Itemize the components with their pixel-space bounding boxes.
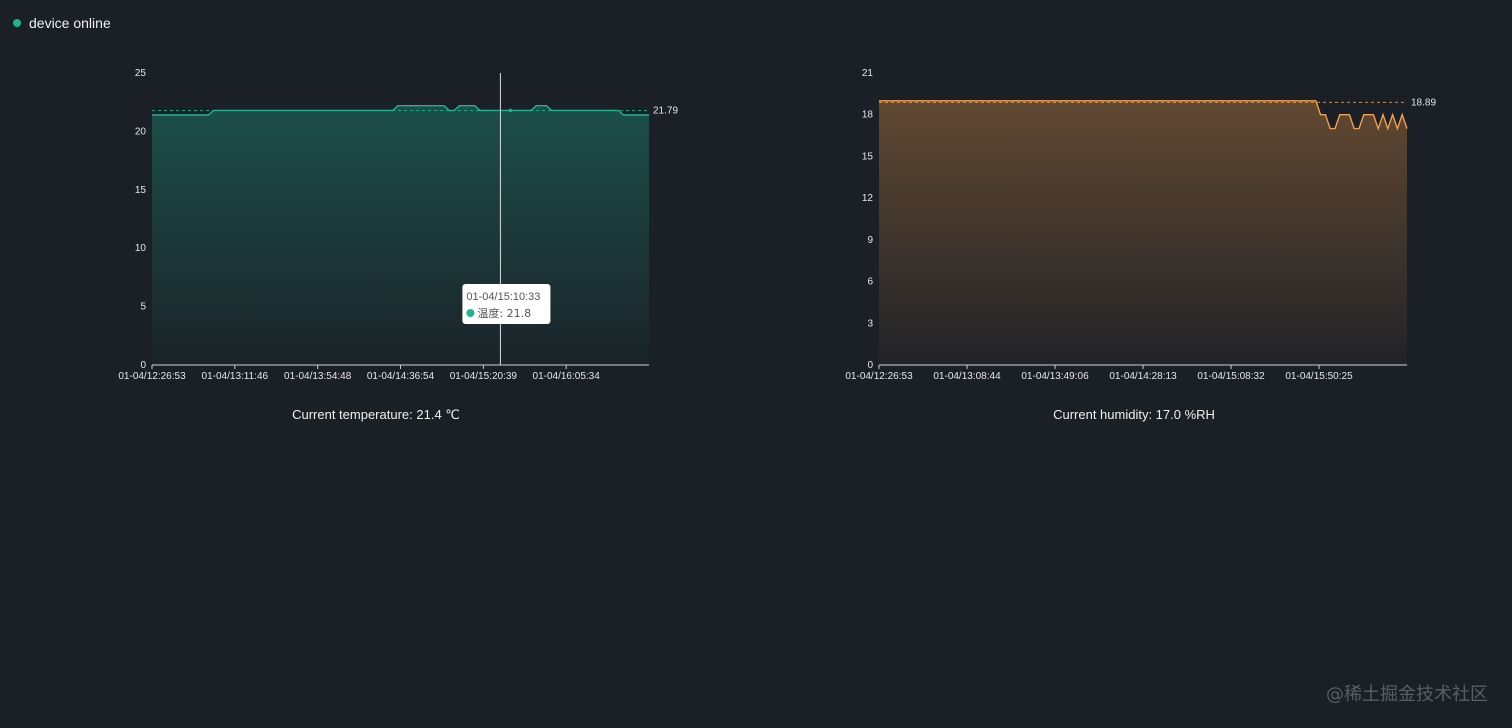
tooltip-time: 01-04/15:10:33: [466, 291, 540, 303]
temperature-caption: Current temperature: 21.4 ℃: [292, 407, 460, 422]
device-status-label: device online: [29, 15, 111, 31]
y-tick-label: 25: [135, 68, 147, 79]
tooltip: 01-04/15:10:33 温度: 21.8: [462, 284, 551, 324]
temperature-chart[interactable]: 0 5 10 15 20 25 01-04/12:26:53 01-04/13:11:46 01…: [0, 0, 760, 440]
hover-point: [508, 108, 513, 113]
x-tick-label: 01-04/14:36:54: [367, 371, 435, 382]
y-tick-label: 18: [862, 110, 874, 121]
x-tick-label: 01-04/15:08:32: [1197, 371, 1265, 382]
tooltip-value: 温度: 21.8: [477, 306, 531, 320]
y-tick-label: 15: [862, 151, 874, 162]
tooltip-box: [462, 284, 551, 324]
mean-line-label: 21.79: [653, 105, 678, 116]
y-tick-label: 6: [867, 277, 873, 288]
y-tick-label: 0: [140, 360, 146, 371]
x-tick-label: 01-04/15:50:25: [1285, 371, 1353, 382]
y-tick-label: 5: [140, 302, 146, 313]
x-tick-label: 01-04/13:11:46: [202, 371, 269, 382]
y-tick-label: 10: [135, 243, 147, 254]
humidity-caption: Current humidity: 17.0 %RH: [1053, 407, 1215, 422]
y-tick-label: 3: [867, 318, 873, 329]
status-dot-icon: [13, 19, 21, 27]
y-tick-label: 12: [862, 193, 874, 204]
humidity-chart[interactable]: 0 3 6 9 12 15 18 21 01-04/12:26:53 01-04/13:08:44…: [760, 0, 1512, 440]
series-area: [152, 105, 649, 365]
y-tick-label: 21: [862, 68, 874, 79]
x-tick-label: 01-04/12:26:53: [118, 371, 186, 382]
x-tick-label: 01-04/12:26:53: [845, 371, 913, 382]
x-tick-label: 01-04/13:54:48: [284, 371, 352, 382]
y-tick-label: 0: [867, 360, 873, 371]
device-status: device online: [13, 15, 111, 31]
x-tick-label: 01-04/13:08:44: [933, 371, 1001, 382]
y-tick-label: 20: [135, 126, 147, 137]
x-tick-label: 01-04/15:20:39: [450, 371, 518, 382]
series-line: [879, 100, 1408, 131]
mean-line-label: 18.89: [1411, 97, 1436, 108]
series-area: [879, 100, 1407, 366]
tooltip-marker-icon: [466, 309, 475, 317]
watermark: @稀土掘金技术社区: [1326, 684, 1488, 705]
y-tick-label: 15: [135, 185, 147, 196]
x-tick-label: 01-04/14:28:13: [1109, 371, 1177, 382]
x-tick-label: 01-04/16:05:34: [533, 371, 601, 382]
y-tick-label: 9: [867, 235, 873, 246]
x-tick-label: 01-04/13:49:06: [1021, 371, 1089, 382]
